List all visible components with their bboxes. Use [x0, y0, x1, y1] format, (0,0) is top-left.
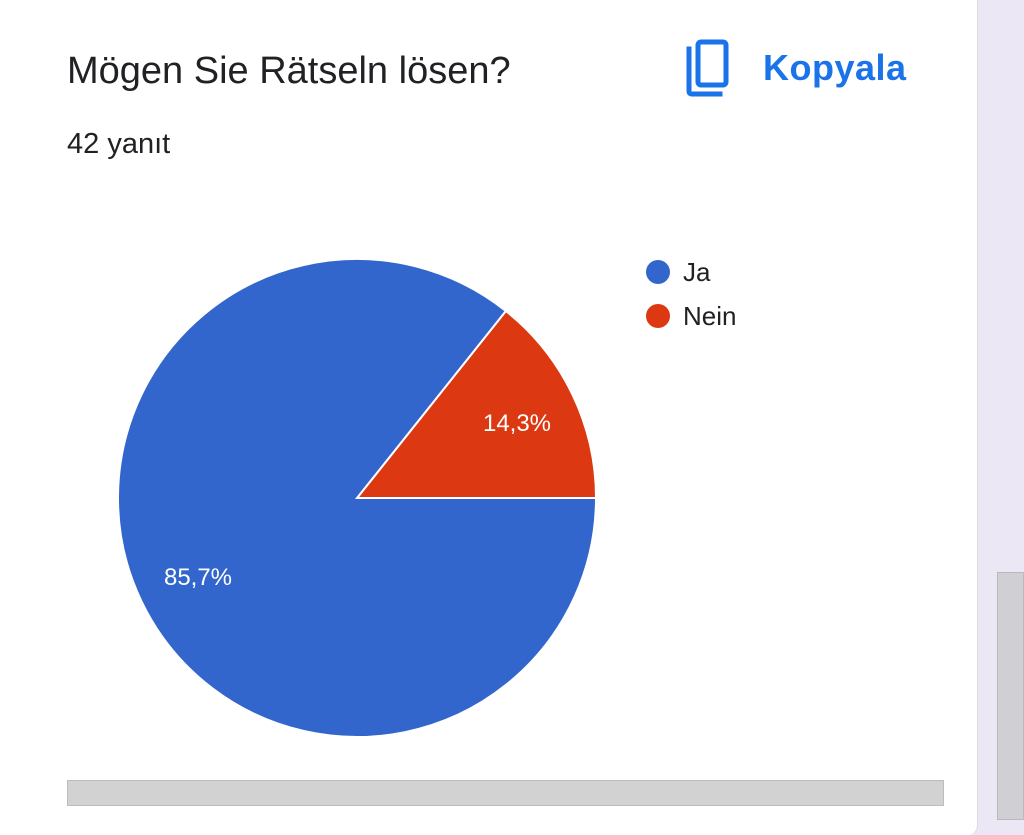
- slice-label-nein: 14,3%: [483, 410, 551, 437]
- pie-slice-ja[interactable]: [117, 258, 598, 738]
- slice-label-ja: 85,7%: [164, 564, 232, 591]
- legend-item-nein[interactable]: Nein: [646, 301, 736, 331]
- legend-item-ja[interactable]: Ja: [646, 257, 711, 287]
- copy-icon: [686, 39, 729, 97]
- legend-label-nein: Nein: [683, 301, 736, 331]
- legend-swatch-ja: [646, 260, 670, 284]
- legend-swatch-nein: [646, 304, 670, 328]
- copy-button-label: Kopyala: [763, 47, 907, 88]
- question-title: Mögen Sie Rätseln lösen?: [67, 50, 511, 92]
- pie-slice-nein[interactable]: [354, 309, 598, 499]
- legend-label-ja: Ja: [683, 257, 711, 287]
- pie-chart: 85,7% 14,3% Ja Nein: [117, 257, 736, 738]
- response-count: 42 yanıt: [67, 128, 171, 160]
- copy-button[interactable]: Kopyala: [680, 38, 920, 98]
- response-card: Mögen Sie Rätseln lösen? Kopyala 42 yanı…: [0, 0, 978, 835]
- horizontal-scrollbar[interactable]: [67, 780, 944, 806]
- vertical-scrollbar[interactable]: [997, 572, 1024, 820]
